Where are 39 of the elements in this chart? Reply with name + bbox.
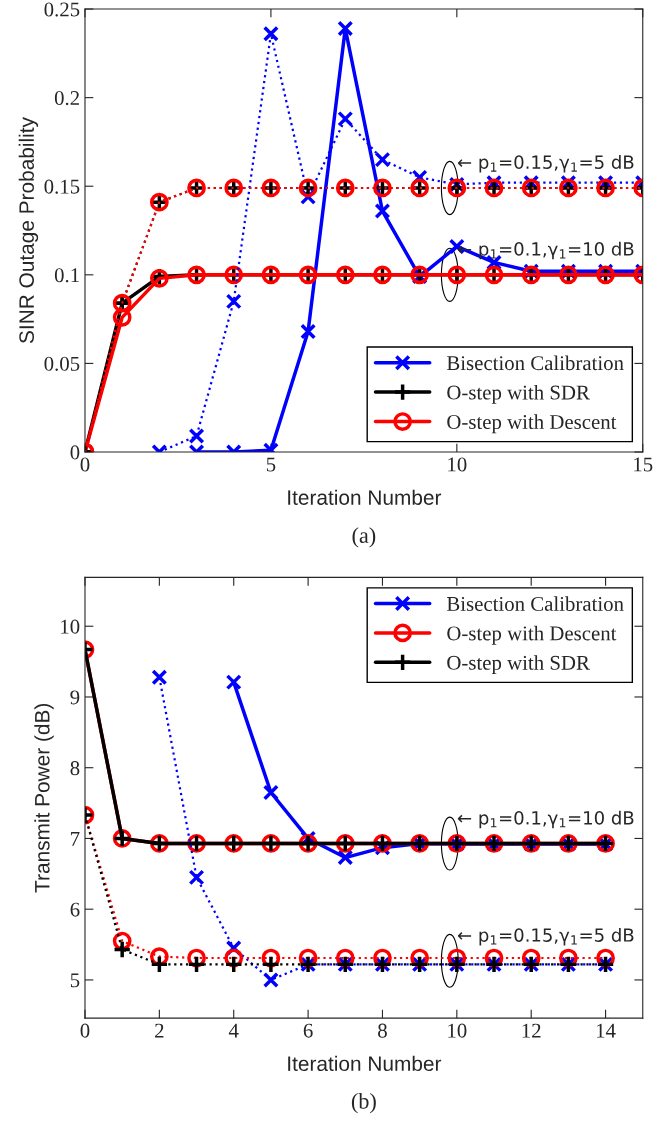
y-tick-label: 0.15 <box>44 179 80 194</box>
x-tick-label: 6 <box>303 1023 313 1038</box>
annotation: ← p$_{1}$=0.1,γ$_{1}$=10 dB <box>457 810 634 829</box>
y-tick-label: 0.05 <box>44 356 80 371</box>
x-axis-title: Iteration Number <box>288 489 442 505</box>
y-axis-title: SINR Outage Probability <box>18 117 39 344</box>
x-tick-label: 5 <box>266 457 276 472</box>
legend-label: O-step with SDR <box>447 655 590 675</box>
x-tick-label: 10 <box>448 457 467 472</box>
y-tick-label: 0.25 <box>44 2 80 17</box>
x-axis-title: Iteration Number <box>288 1055 442 1072</box>
legend-label: O-step with Descent <box>447 414 617 434</box>
x-tick-label: 15 <box>634 457 653 472</box>
y-tick-label: 6 <box>70 902 80 917</box>
text: (a) <box>352 527 376 548</box>
legend-label: Bisection Calibration <box>446 596 624 611</box>
x-tick-label: 10 <box>448 1023 467 1038</box>
legend-label: O-step with SDR <box>447 384 590 404</box>
y-tick-label: 0 <box>70 445 80 460</box>
legend-label: O-step with Descent <box>447 625 617 645</box>
x-tick-label: 8 <box>378 1023 387 1038</box>
y-tick-label: 9 <box>70 690 80 705</box>
x-tick-label: 14 <box>596 1023 616 1038</box>
y-tick-label: 0.2 <box>54 91 79 106</box>
x-tick-label: 4 <box>228 1023 239 1038</box>
y-tick-label: 0.1 <box>54 268 79 283</box>
y-tick-label: 7 <box>71 832 80 846</box>
annotation: ← p$_{1}$=0.15,γ$_{1}$=5 dB <box>457 154 634 173</box>
x-tick-label: 0 <box>80 1023 90 1038</box>
legend-label: Bisection Calibration <box>446 355 624 371</box>
y-tick-label: 8 <box>70 761 80 776</box>
y-axis-title: Transmit Power (dB) <box>34 703 54 893</box>
y-tick-label: 5 <box>70 973 80 988</box>
y-tick-label: 10 <box>61 619 80 634</box>
annotation: ← p$_{1}$=0.15,γ$_{1}$=5 dB <box>457 927 634 946</box>
x-tick-label: 12 <box>522 1023 541 1038</box>
x-tick-label: 0 <box>80 457 90 472</box>
x-tick-label: 2 <box>155 1023 164 1038</box>
text: (b) <box>351 1093 376 1114</box>
